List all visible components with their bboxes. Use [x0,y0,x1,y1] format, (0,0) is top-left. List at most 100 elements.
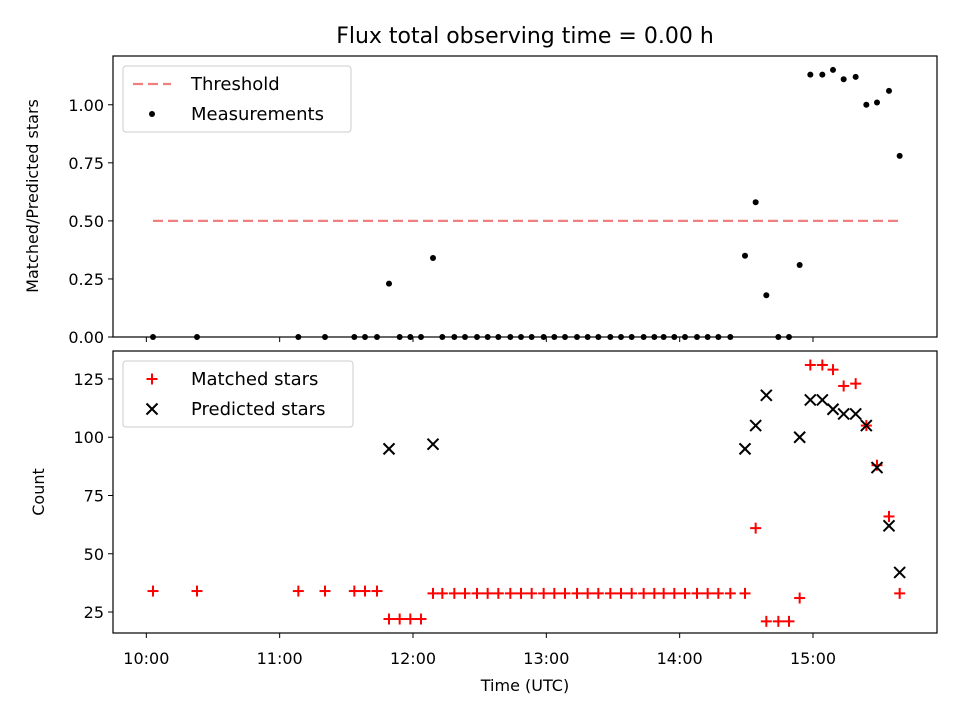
plus-point [383,613,395,625]
dot-point [886,87,892,94]
y-tick-label: 75 [84,486,104,505]
legend-label: Predicted stars [191,399,325,420]
top-y-axis-label: Matched/Predicted stars [23,99,42,293]
x-point [760,389,773,402]
plus-point [427,587,439,599]
x-point [849,407,862,421]
bottom-y-axis-label: Count [29,468,48,516]
dot-point [819,71,826,78]
dot-point [896,152,903,159]
plus-point [750,522,762,534]
x-tick-label: 12:00 [390,649,436,668]
x-point [738,442,752,456]
dot-point [742,252,748,259]
plus-point [191,585,203,597]
plus-point [760,615,772,627]
x-point [382,442,396,456]
plus-point [515,587,527,599]
plus-point [415,613,427,625]
plus-point [492,587,504,599]
plot-frame [112,350,938,634]
x-point [793,431,806,444]
series-predicted-stars [382,389,906,579]
x-point [882,519,896,533]
legend-box [122,65,352,133]
dot-point [796,262,803,269]
plus-point [691,587,703,599]
x-point [426,438,440,451]
plus-point [359,585,371,597]
plus-point [626,587,638,599]
dot-point [840,76,847,83]
plus-point [638,587,650,599]
dot-point [763,292,770,299]
plus-point [772,615,784,627]
y-tick-label: 25 [84,603,104,622]
plus-point [292,585,304,597]
legend-label: Measurements [191,104,324,125]
dot-point [752,199,759,206]
plus-point [459,587,471,599]
legend: Threshold Measurements [122,65,352,133]
dot-point [852,73,859,80]
plus-point [883,510,895,522]
plus-point [526,587,538,599]
plus-point [348,585,360,597]
x-point [804,393,817,407]
legend-x-swatch [145,402,159,416]
x-tick-label: 14:00 [657,649,703,668]
plus-point [838,380,850,392]
dot-point [874,99,880,106]
plus-point [582,587,594,599]
top-panel: 0.00 0.25 0.50 0.75 1.00 Threshold Measurement… [68,55,938,347]
plus-point [739,587,751,599]
plus-point [794,592,806,604]
x-point [826,403,840,416]
plus-point [827,364,839,376]
legend-label: Threshold [190,74,280,95]
plus-point [816,359,828,371]
plus-point [679,587,691,599]
x-tick-label: 13:00 [523,649,569,668]
plus-point [724,587,736,599]
x-point [860,419,873,432]
plus-point [658,587,670,599]
plus-point [371,585,383,597]
x-tick-label: 11:00 [257,649,303,668]
plus-point [147,585,159,597]
x-point [749,419,762,432]
series-matched-stars [147,359,906,627]
plus-point [548,587,560,599]
plus-point [894,587,906,599]
plus-point [783,615,795,627]
plus-point [404,613,416,625]
x-axis: 10:00 11:00 12:00 13:00 14:00 15:00 [123,649,836,668]
plus-point [668,587,680,599]
legend-dot-swatch [149,111,155,117]
y-tick-label: 0.75 [68,154,104,173]
y-tick-label: 1.00 [68,96,104,115]
dot-point [863,101,870,108]
x-point [837,407,850,421]
x-axis-label: Time (UTC) [480,676,569,695]
plus-point [559,587,571,599]
y-tick-label: 125 [73,370,104,389]
x-point [816,393,829,407]
plus-point [615,587,627,599]
x-tick-label: 10:00 [123,649,169,668]
plus-point [436,587,448,599]
x-point [893,566,906,579]
y-tick-label: 0.00 [68,328,104,347]
y-tick-label: 50 [84,545,104,564]
bottom-panel: 25 50 75 100 125 Matched stars Predicted stars [73,350,938,638]
x-tick-label: 15:00 [790,649,836,668]
legend: Matched stars Predicted stars [122,360,354,428]
dot-point [430,255,436,262]
dot-point [386,280,392,287]
plus-point [702,587,714,599]
legend-box [122,360,354,428]
plus-point [319,585,331,597]
chart-title: Flux total observing time = 0.00 h [336,24,714,49]
plus-point [712,587,724,599]
